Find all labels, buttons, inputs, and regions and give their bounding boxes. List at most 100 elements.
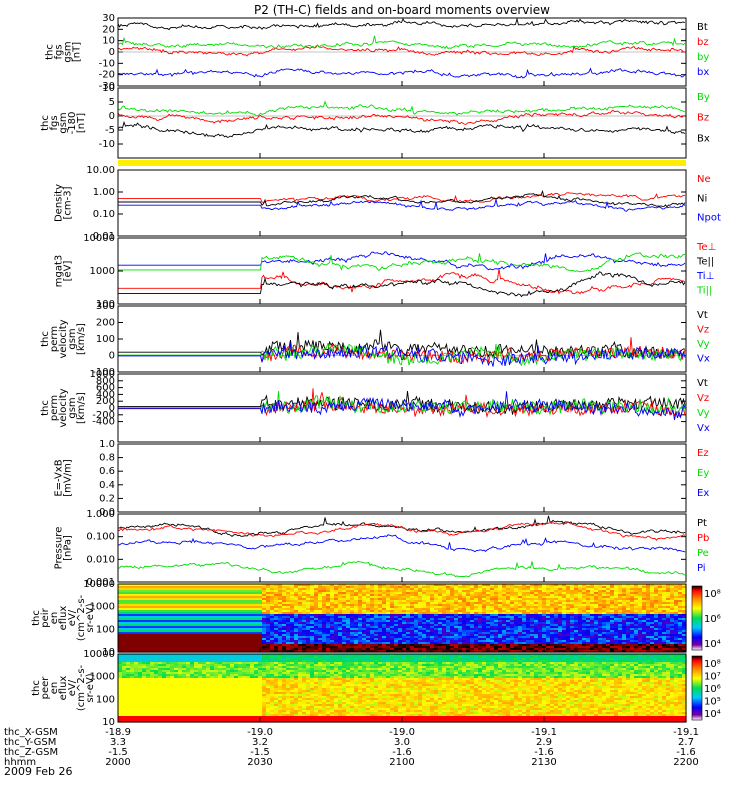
- spectrogram-cell: [126, 614, 131, 617]
- spectrogram-cell: [574, 614, 579, 617]
- spectrogram-cell: [454, 592, 459, 595]
- spectrogram-cell: [394, 634, 399, 637]
- spectrogram-cell: [674, 632, 679, 635]
- spectrogram-cell: [158, 648, 163, 651]
- spectrogram-cell: [422, 584, 427, 587]
- spectrogram-cell: [502, 640, 507, 643]
- spectrogram-cell: [158, 616, 163, 619]
- spectrogram-cell: [486, 634, 491, 637]
- spectrogram-cell: [602, 618, 607, 621]
- spectrogram-cell: [370, 618, 375, 621]
- spectrogram-cell: [122, 648, 127, 651]
- spectrogram-cell: [506, 634, 511, 637]
- spectrogram-cell: [238, 640, 243, 643]
- spectrogram-cell: [118, 632, 123, 635]
- spectrogram-cell: [426, 602, 431, 605]
- spectrogram-cell: [162, 622, 167, 625]
- spectrogram-cell: [450, 606, 455, 609]
- spectrogram-cell: [342, 592, 347, 595]
- spectrogram-cell: [322, 616, 327, 619]
- spectrogram-cell: [438, 646, 443, 649]
- spectrogram-cell: [378, 644, 383, 647]
- spectrogram-cell: [502, 596, 507, 599]
- spectrogram-cell: [642, 616, 647, 619]
- spectrogram-cell: [138, 584, 143, 587]
- spectrogram-cell: [374, 642, 379, 645]
- spectrogram-cell: [290, 606, 295, 609]
- spectrogram-cell: [666, 610, 671, 613]
- spectrogram-cell: [482, 638, 487, 641]
- spectrogram-cell: [134, 590, 139, 593]
- spectrogram-cell: [418, 640, 423, 643]
- spectrogram-cell: [618, 618, 623, 621]
- spectrogram-cell: [126, 650, 131, 653]
- spectrogram-cell: [546, 624, 551, 627]
- spectrogram-cell: [466, 648, 471, 651]
- y-axis-label-line: fgs: [49, 115, 60, 130]
- spectrogram-cell: [494, 608, 499, 611]
- spectrogram-cell: [470, 592, 475, 595]
- spectrogram-cell: [174, 588, 179, 591]
- spectrogram-cell: [298, 648, 303, 651]
- spectrogram-cell: [190, 612, 195, 615]
- spectrogram-cell: [254, 592, 259, 595]
- spectrogram-cell: [310, 648, 315, 651]
- spectrogram-cell: [418, 584, 423, 587]
- y-tick-label: 400: [96, 389, 115, 400]
- spectrogram-cell: [134, 612, 139, 615]
- spectrogram-cell: [246, 646, 251, 649]
- spectrogram-cell: [242, 644, 247, 647]
- spectrogram-cell: [190, 600, 195, 603]
- spectrogram-cell: [226, 646, 231, 649]
- spectrogram-cell: [594, 620, 599, 623]
- spectrogram-cell: [154, 626, 159, 629]
- spectrogram-cell: [274, 636, 279, 639]
- y-tick-label: 200: [96, 396, 115, 407]
- spectrogram-cell: [274, 606, 279, 609]
- spectrogram-cell: [150, 624, 155, 627]
- spectrogram-cell: [162, 592, 167, 595]
- spectrogram-cell: [118, 604, 123, 607]
- spectrogram-cell: [594, 606, 599, 609]
- spectrogram-cell: [178, 648, 183, 651]
- spectrogram-cell: [210, 628, 215, 631]
- spectrogram-cell: [222, 594, 227, 597]
- spectrogram-cell: [314, 634, 319, 637]
- spectrogram-cell: [446, 620, 451, 623]
- spectrogram-cell: [434, 592, 439, 595]
- spectrogram-cell: [310, 642, 315, 645]
- spectrogram-cell: [450, 640, 455, 643]
- spectrogram-cell: [130, 648, 135, 651]
- spectrogram-cell: [502, 584, 507, 587]
- spectrogram-cell: [546, 614, 551, 617]
- spectrogram-cell: [278, 610, 283, 613]
- spectrogram-cell: [522, 622, 527, 625]
- spectrogram-cell: [434, 636, 439, 639]
- spectrogram-cell: [518, 620, 523, 623]
- spectrogram-cell: [302, 638, 307, 641]
- spectrogram-cell: [154, 630, 159, 633]
- spectrogram-cell: [514, 608, 519, 611]
- spectrogram-cell: [298, 644, 303, 647]
- spectrogram-cell: [126, 604, 131, 607]
- spectrogram-cell: [518, 642, 523, 645]
- spectrogram-cell: [358, 610, 363, 613]
- spectrogram-cell: [258, 604, 263, 607]
- spectrogram-cell: [126, 602, 131, 605]
- spectrogram-cell: [418, 592, 423, 595]
- spectrogram-cell: [190, 648, 195, 651]
- spectrogram-cell: [222, 608, 227, 611]
- spectrogram-cell: [394, 616, 399, 619]
- spectrogram-cell: [206, 638, 211, 641]
- spectrogram-cell: [554, 644, 559, 647]
- spectrogram-cell: [434, 596, 439, 599]
- spectrogram-cell: [482, 624, 487, 627]
- spectrogram-cell: [142, 592, 147, 595]
- spectrogram-cell: [234, 608, 239, 611]
- spectrogram-cell: [542, 626, 547, 629]
- spectrogram-cell: [414, 600, 419, 603]
- spectrogram-cell: [290, 602, 295, 605]
- spectrogram-cell: [254, 596, 259, 599]
- spectrogram-cell: [622, 638, 627, 641]
- spectrogram-cell: [438, 608, 443, 611]
